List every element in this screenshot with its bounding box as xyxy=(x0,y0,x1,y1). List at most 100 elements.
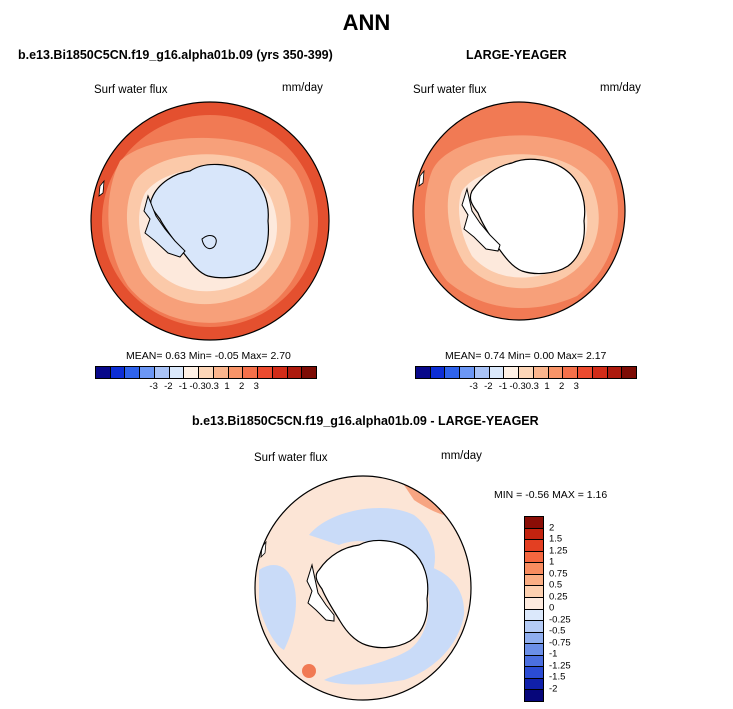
model-polar-map xyxy=(90,101,330,341)
colorbar-swatch xyxy=(504,367,520,378)
colorbar-swatch xyxy=(525,632,543,645)
colorbar-swatch xyxy=(525,667,543,679)
colorbar-tick-label: 0.5 xyxy=(549,579,563,591)
colorbar-tick-label: -1 xyxy=(549,648,558,660)
diff-negative-region-west xyxy=(259,565,296,650)
colorbar-swatch xyxy=(525,678,543,691)
colorbar-swatch xyxy=(445,367,461,378)
colorbar-swatch xyxy=(474,367,490,378)
model-panel-title: b.e13.Bi1850C5CN.f19_g16.alpha01b.09 (yr… xyxy=(18,48,333,62)
obs-stats: MEAN= 0.74 Min= 0.00 Max= 2.17 xyxy=(445,350,607,362)
colorbar-swatch xyxy=(140,367,155,378)
colorbar-swatch xyxy=(460,367,475,378)
colorbar-swatch xyxy=(525,597,543,610)
antarctic-peninsula-diff xyxy=(306,563,335,622)
south-america-tip-diff xyxy=(260,540,267,559)
colorbar-tick-label: 1.5 xyxy=(549,533,563,545)
colorbar-tick-label: 1 xyxy=(544,381,550,392)
colorbar-swatch xyxy=(525,609,543,622)
colorbar-swatch xyxy=(272,367,288,378)
colorbar-swatch xyxy=(199,367,214,378)
colorbar-tick-label: -2 xyxy=(484,381,493,392)
colorbar-tick-label: -0.3 xyxy=(189,381,206,392)
colorbar-swatch xyxy=(169,367,185,378)
diff-units-label: mm/day xyxy=(441,450,482,462)
colorbar-tick-label: 1 xyxy=(549,556,555,568)
model-units-label: mm/day xyxy=(282,82,323,94)
colorbar-swatch xyxy=(243,367,259,378)
colorbar-tick-label: -0.5 xyxy=(549,625,566,637)
colorbar-tick-label: -1 xyxy=(178,381,188,392)
antarctic-peninsula-model xyxy=(143,194,186,258)
obs-variable-label: Surf water flux xyxy=(413,84,487,96)
colorbar-swatch xyxy=(525,690,543,701)
colorbar-swatch xyxy=(430,367,446,378)
obs-units-label: mm/day xyxy=(600,82,641,94)
colorbar-tick-label: -3 xyxy=(149,381,158,392)
colorbar-swatch xyxy=(607,367,623,378)
antarctica-model xyxy=(150,163,270,279)
diff-panel-title: b.e13.Bi1850C5CN.f19_g16.alpha01b.09 - L… xyxy=(192,414,539,428)
diff-polar-map xyxy=(254,475,472,701)
colorbar-tick-label: 2 xyxy=(239,381,245,392)
colorbar-tick-label: -1.5 xyxy=(549,671,566,683)
colorbar-tick-label: 2 xyxy=(559,381,565,392)
colorbar-swatch xyxy=(525,586,543,598)
colorbar-tick-label: 1 xyxy=(224,381,230,392)
diff-colorbar xyxy=(524,516,544,702)
colorbar-tick-label: 0.3 xyxy=(525,381,539,392)
diff-variable-label: Surf water flux xyxy=(254,452,328,464)
antarctic-peninsula-obs xyxy=(461,187,501,252)
obs-colorbar-ticks: -3 -2 -1 -0.3 0.3 1 2 3 xyxy=(415,381,635,393)
colorbar-swatch xyxy=(302,367,317,378)
colorbar-swatch xyxy=(525,528,543,541)
colorbar-tick-label: -2 xyxy=(549,683,558,694)
colorbar-swatch xyxy=(96,367,111,378)
colorbar-swatch xyxy=(525,644,543,656)
colorbar-tick-label: -1 xyxy=(498,381,508,392)
obs-polar-map xyxy=(412,101,626,321)
colorbar-swatch xyxy=(592,367,608,378)
colorbar-tick-label: 0.25 xyxy=(549,591,568,602)
south-america-tip-obs xyxy=(418,169,425,187)
colorbar-tick-label: 2 xyxy=(549,522,555,533)
colorbar-swatch xyxy=(525,621,543,633)
obs-colorbar xyxy=(415,366,637,379)
colorbar-swatch xyxy=(525,540,543,552)
map-boundary xyxy=(90,101,330,341)
colorbar-tick-label: -0.3 xyxy=(509,381,526,392)
diff-colorbar-ticks: 2 1.5 1.25 1 0.75 0.5 0.25 0 -0.25 -0.5 -0.75 -1 -1.… xyxy=(549,516,589,700)
colorbar-tick-label: -3 xyxy=(469,381,478,392)
colorbar-tick-label: -0.25 xyxy=(549,614,571,625)
model-variable-label: Surf water flux xyxy=(94,84,168,96)
colorbar-tick-label: 0 xyxy=(549,602,555,614)
diff-stats: MIN = -0.56 MAX = 1.16 xyxy=(494,489,608,501)
diff-positive-spot xyxy=(302,664,316,678)
colorbar-swatch xyxy=(416,367,431,378)
colorbar-swatch xyxy=(110,367,126,378)
colorbar-swatch xyxy=(489,367,505,378)
model-colorbar xyxy=(95,366,317,379)
colorbar-swatch xyxy=(125,367,141,378)
model-colorbar-ticks: -3 -2 -1 -0.3 0.3 1 2 3 xyxy=(95,381,315,393)
colorbar-tick-label: 1.25 xyxy=(549,545,568,556)
colorbar-swatch xyxy=(548,367,564,378)
colorbar-swatch xyxy=(525,655,543,668)
colorbar-tick-label: 3 xyxy=(573,381,579,392)
colorbar-tick-label: 0.75 xyxy=(549,568,568,579)
map-boundary xyxy=(412,101,626,321)
colorbar-tick-label: -0.75 xyxy=(549,637,571,648)
colorbar-swatch xyxy=(525,551,543,564)
colorbar-tick-label: -2 xyxy=(164,381,173,392)
colorbar-swatch xyxy=(184,367,200,378)
page-title: ANN xyxy=(342,10,391,35)
colorbar-swatch xyxy=(525,574,543,587)
model-stats: MEAN= 0.63 Min= -0.05 Max= 2.70 xyxy=(126,350,291,362)
colorbar-swatch xyxy=(228,367,244,378)
colorbar-swatch xyxy=(525,517,543,529)
colorbar-swatch xyxy=(622,367,637,378)
obs-panel-title: LARGE-YEAGER xyxy=(466,48,567,62)
colorbar-tick-label: -1.25 xyxy=(549,660,571,671)
colorbar-tick-label: 0.3 xyxy=(205,381,219,392)
colorbar-swatch xyxy=(519,367,534,378)
